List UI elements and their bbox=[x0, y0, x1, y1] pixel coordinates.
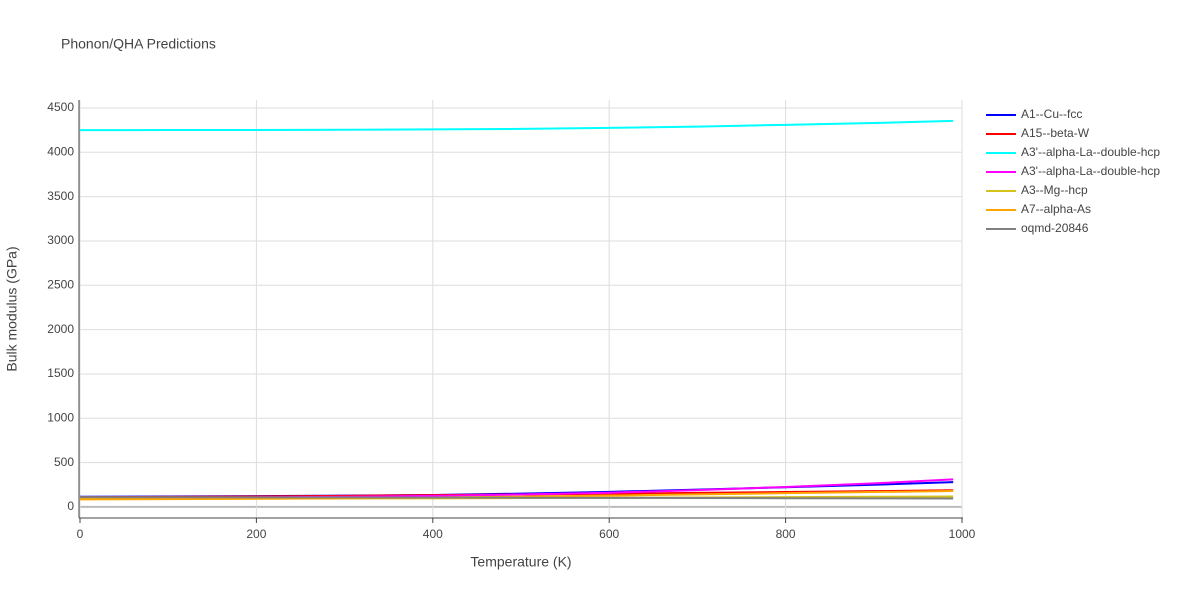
x-axis-label: Temperature (K) bbox=[470, 554, 571, 570]
plot-area bbox=[79, 119, 954, 501]
x-tick-label: 200 bbox=[246, 527, 266, 541]
y-axis-label: Bulk modulus (GPa) bbox=[4, 246, 20, 371]
x-tick-label: 0 bbox=[77, 527, 84, 541]
y-tick-label: 1500 bbox=[47, 366, 74, 380]
y-tick-label: 2500 bbox=[47, 277, 74, 291]
legend-label: A1--Cu--fcc bbox=[1021, 107, 1082, 121]
legend-label: A3'--alpha-La--double-hcp bbox=[1021, 145, 1160, 159]
y-tick-label: 4000 bbox=[47, 144, 74, 158]
chart-title: Phonon/QHA Predictions bbox=[61, 36, 216, 52]
y-tick-label: 0 bbox=[67, 499, 74, 513]
legend-label: oqmd-20846 bbox=[1021, 221, 1089, 235]
x-tick-label: 400 bbox=[423, 527, 443, 541]
data-line bbox=[79, 489, 954, 501]
x-tick-label: 800 bbox=[776, 527, 796, 541]
data-line bbox=[79, 478, 954, 500]
y-tick-label: 3000 bbox=[47, 233, 74, 247]
data-line bbox=[79, 496, 954, 500]
legend-label: A15--beta-W bbox=[1021, 126, 1090, 140]
legend-label: A3--Mg--hcp bbox=[1021, 183, 1088, 197]
legend-label: A7--alpha-As bbox=[1021, 202, 1091, 216]
y-tick-label: 1000 bbox=[47, 410, 74, 424]
y-tick-label: 4500 bbox=[47, 100, 74, 114]
y-tick-label: 500 bbox=[54, 455, 74, 469]
y-tick-label: 3500 bbox=[47, 189, 74, 203]
legend: A1--Cu--fcc A15--beta-W A3'--alpha-La--dou… bbox=[986, 107, 1160, 235]
legend-label: A3'--alpha-La--double-hcp bbox=[1021, 164, 1160, 178]
x-tick-label: 1000 bbox=[949, 527, 976, 541]
x-tick-label: 600 bbox=[599, 527, 619, 541]
grid bbox=[79, 100, 963, 518]
y-tick-label: 2000 bbox=[47, 322, 74, 336]
data-line bbox=[79, 119, 954, 132]
